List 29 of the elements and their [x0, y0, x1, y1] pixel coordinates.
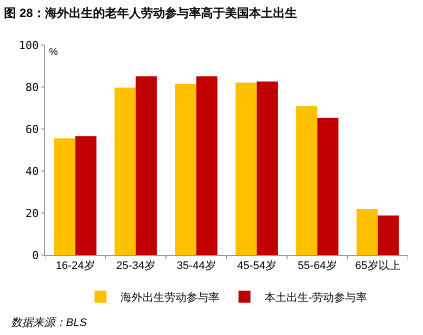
- bar: [54, 138, 76, 255]
- bar: [175, 84, 196, 255]
- y-tick-label: 0: [32, 248, 39, 262]
- x-tick-label: 55-64岁: [298, 260, 337, 272]
- x-tick-label: 35-44岁: [176, 260, 216, 272]
- x-tick-label: 16-24岁: [56, 260, 95, 272]
- bar: [356, 209, 378, 255]
- y-tick-label: 40: [26, 164, 39, 178]
- bar: [236, 82, 257, 255]
- y-axis-title: %: [49, 47, 58, 58]
- source-note: 数据来源：BLS: [11, 316, 88, 329]
- y-tick-label: 80: [26, 80, 39, 94]
- bar: [75, 136, 96, 255]
- x-tick-label: 45-54岁: [237, 260, 276, 272]
- chart-title: 图 28：海外出生的老年人劳动参与率高于美国本土出生: [4, 6, 297, 20]
- y-tick-label: 100: [18, 38, 39, 52]
- x-tick-label: 25-34岁: [116, 260, 156, 272]
- legend-label: 海外出生劳动参与率: [120, 291, 220, 304]
- x-tick-label: 65岁以上: [355, 259, 400, 272]
- bar: [114, 88, 136, 255]
- bar: [256, 82, 278, 255]
- bar: [378, 216, 399, 255]
- bar: [296, 106, 318, 255]
- bar: [136, 76, 157, 255]
- y-tick-label: 60: [26, 122, 39, 136]
- bar: [196, 76, 218, 255]
- legend-label: 本土出生-劳动参与率: [264, 291, 368, 304]
- y-tick-label: 20: [26, 206, 39, 220]
- bar: [317, 118, 338, 255]
